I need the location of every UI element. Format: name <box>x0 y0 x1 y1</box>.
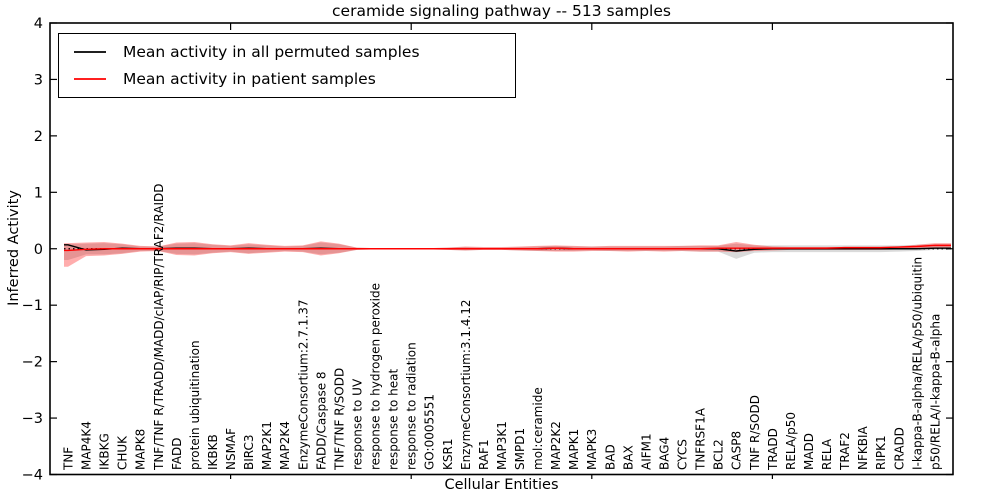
y-tick-label: −4 <box>22 468 43 484</box>
x-tick-label: CYCS <box>676 439 690 470</box>
x-tick-label: TNF <box>62 447 76 471</box>
y-tick-label: −1 <box>22 298 43 314</box>
x-tick-label: MAPK1 <box>567 429 581 470</box>
x-tick-label: TNFRSF1A <box>694 407 708 471</box>
legend-entry-permuted: Mean activity in all permuted samples <box>73 43 515 61</box>
x-tick-label: NSMAF <box>224 428 238 470</box>
x-tick-label: CRADD <box>892 427 906 470</box>
patient-envelope-band <box>64 241 951 267</box>
x-tick-label: BAG4 <box>657 437 671 470</box>
x-tick-label: BCL2 <box>712 439 726 470</box>
x-tick-label: TRADD <box>766 428 780 471</box>
x-tick-label: MAP2K4 <box>278 421 292 470</box>
legend-line-patient-swatch <box>74 78 106 80</box>
legend-label-permuted: Mean activity in all permuted samples <box>123 43 420 61</box>
x-tick-label: TNF/TNF R/TRADD/MADD/cIAP/RIP/TRAF2/RAID… <box>152 184 166 472</box>
x-tick-label: MAP2K1 <box>260 421 274 470</box>
x-tick-label: MAPK3 <box>585 429 599 470</box>
x-tick-label: KSR1 <box>441 439 455 470</box>
x-tick-label: RELA <box>820 438 834 470</box>
x-tick-label: BAX <box>621 445 635 470</box>
y-tick-label: 0 <box>34 242 43 258</box>
y-tick-label: 1 <box>34 185 43 201</box>
x-tick-label: RELA/p50 <box>784 412 798 470</box>
legend-line-permuted-swatch <box>74 51 106 53</box>
x-tick-label: RAF1 <box>477 439 491 470</box>
x-tick-label: MAP2K2 <box>549 421 563 470</box>
x-tick-label: IKBKG <box>98 433 112 470</box>
x-tick-label: protein ubiquitination <box>188 340 202 470</box>
x-tick-label: TNF/TNF R/SODD <box>332 368 346 471</box>
x-tick-label: response to radiation <box>405 342 419 470</box>
x-tick-label: MAPK8 <box>134 429 148 470</box>
y-axis-label: Inferred Activity <box>6 190 22 306</box>
y-tick-label: 4 <box>34 16 43 32</box>
x-tick-label: FADD <box>170 438 184 471</box>
x-tick-label: EnzymeConsortium:3.1.4.12 <box>459 299 473 470</box>
x-tick-label: SMPD1 <box>513 428 527 470</box>
x-tick-label: response to UV <box>350 378 364 470</box>
x-tick-label: response to heat <box>387 368 401 470</box>
x-tick-label: FADD/Caspase 8 <box>314 371 328 470</box>
x-tick-label: MAP3K1 <box>495 421 509 470</box>
y-tick-label: 3 <box>34 72 43 88</box>
mean-line-patient <box>64 244 951 252</box>
x-tick-label: NFKBIA <box>856 425 870 470</box>
x-tick-label: GO:0005551 <box>423 394 437 470</box>
x-tick-label: EnzymeConsortium:2.7.1.37 <box>296 299 310 470</box>
x-tick-label: I-kappa-B-alpha/RELA/p50/ubiquitin <box>910 257 924 470</box>
x-tick-label: p50/RELA/I-kappa-B-alpha <box>928 314 942 470</box>
x-tick-label: TRAF2 <box>838 432 852 471</box>
x-tick-label: AIFM1 <box>639 433 653 470</box>
x-axis-label: Cellular Entities <box>444 477 559 493</box>
x-tick-label: TNF R/SODD <box>748 395 762 471</box>
y-tick-label: −3 <box>22 411 43 427</box>
legend-entry-patient: Mean activity in patient samples <box>73 70 515 88</box>
y-tick-label: 2 <box>34 129 43 145</box>
permuted-envelope-band <box>64 242 951 261</box>
x-tick-label: response to hydrogen peroxide <box>369 283 383 470</box>
x-tick-label: RIPK1 <box>874 435 888 470</box>
x-tick-label: IKBKB <box>206 434 220 470</box>
x-tick-label: MADD <box>802 433 816 470</box>
x-tick-label: mol:ceramide <box>531 387 545 470</box>
x-tick-label: CASP8 <box>730 431 744 470</box>
x-tick-label: CHUK <box>116 435 130 470</box>
legend-box: Mean activity in all permuted samples Me… <box>58 33 516 98</box>
legend-label-patient: Mean activity in patient samples <box>123 70 376 88</box>
x-tick-label: BIRC3 <box>242 434 256 470</box>
x-tick-label: MAP4K4 <box>80 421 94 470</box>
x-tick-label: BAD <box>603 444 617 470</box>
chart-title: ceramide signaling pathway -- 513 sample… <box>332 2 671 20</box>
y-tick-label: −2 <box>22 355 43 371</box>
